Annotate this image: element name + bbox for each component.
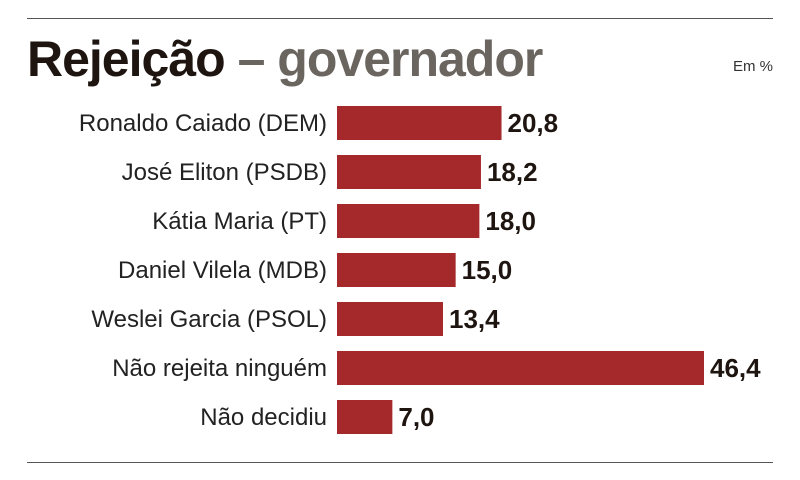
category-label: Ronaldo Caiado (DEM)	[79, 110, 327, 137]
bar	[337, 351, 704, 385]
value-label: 18,0	[485, 206, 536, 236]
category-label: José Eliton (PSDB)	[122, 159, 327, 186]
category-label: Kátia Maria (PT)	[152, 208, 327, 235]
bar	[337, 155, 481, 189]
value-label: 13,4	[449, 304, 500, 334]
bar	[337, 106, 502, 140]
unit-label: Em %	[732, 58, 773, 75]
bar	[337, 253, 456, 287]
value-label: 7,0	[398, 402, 434, 432]
category-label: Daniel Vilela (MDB)	[118, 257, 327, 284]
chart-title: Rejeição – governador	[27, 30, 543, 88]
bar	[337, 302, 443, 336]
top-rule	[27, 18, 773, 19]
value-label: 15,0	[462, 255, 513, 285]
title-sub: governador	[277, 31, 543, 87]
category-label: Não decidiu	[200, 404, 327, 431]
value-label: 46,4	[710, 353, 761, 383]
bottom-rule	[27, 462, 773, 463]
category-label: Weslei Garcia (PSOL)	[91, 306, 327, 333]
bar	[337, 204, 480, 238]
title-main: Rejeição	[27, 31, 226, 87]
category-label: Não rejeita ninguém	[112, 355, 327, 382]
value-label: 20,8	[508, 108, 559, 138]
bar	[337, 400, 393, 434]
value-label: 18,2	[487, 157, 538, 187]
title-separator: –	[237, 31, 266, 87]
